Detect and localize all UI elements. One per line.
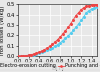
- Punching and cutting: [17, 56, 19, 57]
- Electro-erosion cutting: [20, 56, 21, 57]
- Electro-erosion cutting: [36, 53, 37, 54]
- Electro-erosion cutting: [94, 7, 95, 8]
- Punching and cutting: [81, 9, 82, 10]
- Punching and cutting: [83, 7, 84, 8]
- Electro-erosion cutting: [52, 47, 53, 48]
- Electro-erosion cutting: [60, 42, 61, 43]
- Line: Punching and cutting: Punching and cutting: [17, 4, 98, 57]
- Electro-erosion cutting: [23, 55, 24, 56]
- Punching and cutting: [49, 46, 50, 47]
- Punching and cutting: [46, 48, 48, 49]
- Electro-erosion cutting: [65, 38, 66, 39]
- Electro-erosion cutting: [75, 27, 76, 28]
- Punching and cutting: [65, 30, 66, 31]
- Punching and cutting: [31, 54, 32, 55]
- Electro-erosion cutting: [17, 56, 19, 57]
- Punching and cutting: [88, 5, 90, 6]
- Electro-erosion cutting: [25, 55, 26, 56]
- Punching and cutting: [73, 19, 74, 20]
- Electro-erosion cutting: [33, 54, 34, 55]
- Punching and cutting: [78, 12, 79, 13]
- Punching and cutting: [20, 56, 21, 57]
- Punching and cutting: [23, 55, 24, 56]
- Electro-erosion cutting: [54, 46, 56, 47]
- Electro-erosion cutting: [70, 33, 71, 34]
- Punching and cutting: [94, 4, 95, 5]
- Punching and cutting: [86, 6, 87, 7]
- Electro-erosion cutting: [86, 12, 87, 13]
- Line: Electro-erosion cutting: Electro-erosion cutting: [17, 7, 98, 57]
- Y-axis label: Iron losses (W/kg): Iron losses (W/kg): [0, 6, 5, 55]
- Punching and cutting: [36, 53, 37, 54]
- Electro-erosion cutting: [73, 30, 74, 31]
- Electro-erosion cutting: [57, 44, 58, 45]
- X-axis label: B(T): B(T): [51, 66, 64, 71]
- Punching and cutting: [57, 39, 58, 40]
- Punching and cutting: [75, 15, 76, 16]
- Punching and cutting: [25, 55, 26, 56]
- Electro-erosion cutting: [96, 7, 98, 8]
- Electro-erosion cutting: [49, 49, 50, 50]
- Punching and cutting: [52, 44, 53, 45]
- Punching and cutting: [38, 52, 40, 53]
- Punching and cutting: [67, 27, 69, 28]
- Punching and cutting: [54, 42, 56, 43]
- Electro-erosion cutting: [62, 40, 63, 41]
- Punching and cutting: [28, 55, 29, 56]
- Electro-erosion cutting: [38, 53, 40, 54]
- Electro-erosion cutting: [83, 16, 84, 17]
- Electro-erosion cutting: [67, 35, 69, 36]
- Electro-erosion cutting: [78, 23, 79, 24]
- Electro-erosion cutting: [88, 10, 90, 11]
- Punching and cutting: [91, 5, 92, 6]
- Electro-erosion cutting: [41, 52, 42, 53]
- Electro-erosion cutting: [46, 50, 48, 51]
- Legend: Electro-erosion cutting, Punching and cutting: Electro-erosion cutting, Punching and cu…: [0, 62, 100, 70]
- Electro-erosion cutting: [44, 51, 45, 52]
- Electro-erosion cutting: [81, 20, 82, 21]
- Punching and cutting: [96, 4, 98, 5]
- Punching and cutting: [70, 23, 71, 24]
- Punching and cutting: [44, 49, 45, 50]
- Electro-erosion cutting: [28, 55, 29, 56]
